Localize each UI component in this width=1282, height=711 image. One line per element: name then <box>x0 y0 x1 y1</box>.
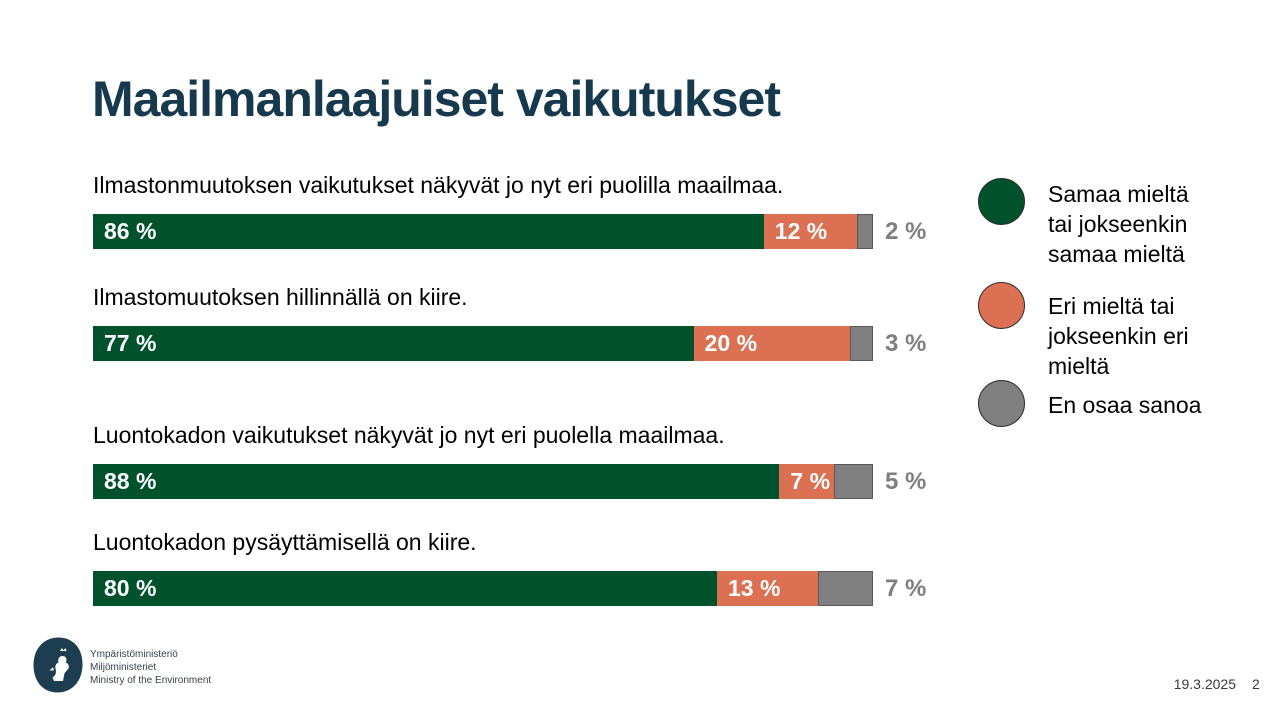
legend-circle-unknown-icon <box>978 380 1025 427</box>
bar-segment-disagree: 7 % <box>779 464 834 499</box>
statement-label: Luontokadon vaikutukset näkyvät jo nyt e… <box>93 422 725 448</box>
bar-value-label: 86 % <box>104 218 157 244</box>
bar-segment-unknown <box>833 464 873 499</box>
bar-segment-agree: 88 % <box>93 464 780 499</box>
bar-value-label: 88 % <box>104 468 157 494</box>
legend-label: Samaa mieltä tai jokseenkin samaa mieltä <box>1048 179 1189 269</box>
ministry-text-line: Ympäristöministeriö <box>90 649 178 660</box>
legend-item: Samaa mieltä tai jokseenkin samaa mieltä <box>978 178 1189 269</box>
bar-segment-disagree: 20 % <box>693 326 850 361</box>
bar-value-label: 13 % <box>728 575 781 601</box>
bar-segment-agree: 77 % <box>93 326 694 361</box>
ministry-text-line: Ministry of the Environment <box>90 675 212 686</box>
slide-date: 19.3.2025 <box>1173 676 1236 692</box>
legend-label-line: samaa mieltä <box>1048 241 1185 267</box>
legend-item: En osaa sanoa <box>978 380 1201 427</box>
bar-segment-disagree: 12 % <box>763 214 858 249</box>
statement-label: Ilmastonmuutoksen vaikutukset näkyvät jo… <box>93 172 784 198</box>
bar-outside-label: 5 % <box>884 467 927 495</box>
lion-icon <box>33 637 83 693</box>
legend-circle-disagree-icon <box>978 282 1025 329</box>
legend-label-line: En osaa sanoa <box>1048 392 1202 418</box>
bar-outside-label: 3 % <box>884 329 927 357</box>
legend-label: Eri mieltä tai jokseenkin eri mieltä <box>1048 291 1189 381</box>
page-title: Maailmanlaajuiset vaikutukset <box>92 71 781 127</box>
legend-label-line: Samaa mieltä <box>1048 181 1189 207</box>
bar-outside-label: 2 % <box>884 217 927 245</box>
bar-value-label: 12 % <box>774 218 828 244</box>
statement-label: Luontokadon pysäyttämisellä on kiire. <box>93 529 477 555</box>
stacked-bar: 86 % 12 % 2 % <box>93 214 926 249</box>
stacked-bar: 88 % 7 % 5 % <box>93 464 926 499</box>
bar-row: Luontokadon vaikutukset näkyvät jo nyt e… <box>93 422 953 506</box>
legend-label: En osaa sanoa <box>1048 390 1201 427</box>
bar-segment-disagree: 13 % <box>717 571 819 606</box>
ministry-logo <box>33 637 83 698</box>
bar-value-label: 80 % <box>104 575 157 601</box>
page-number: 2 <box>1252 676 1260 692</box>
bar-segment-unknown <box>818 571 873 606</box>
bar-outside-label: 7 % <box>884 574 927 602</box>
bar-row: Ilmastonmuutoksen vaikutukset näkyvät jo… <box>93 172 953 256</box>
legend-label-line: jokseenkin eri <box>1048 323 1189 349</box>
ministry-text-line: Miljöministeriet <box>90 662 157 673</box>
legend-label-line: tai jokseenkin <box>1048 211 1188 237</box>
legend-label-line: Eri mieltä tai <box>1048 293 1175 319</box>
stacked-bar: 77 % 20 % 3 % <box>93 326 926 361</box>
stacked-bar: 80 % 13 % 7 % <box>93 571 926 606</box>
bar-row: Ilmastomuutoksen hillinnällä on kiire. 77… <box>93 284 953 368</box>
legend-circle-agree-icon <box>978 178 1025 225</box>
bar-value-label: 7 % <box>790 468 831 494</box>
bar-segment-unknown <box>849 326 873 361</box>
ministry-text: Ympäristöministeriö Miljöministeriet Minis… <box>90 648 211 687</box>
bar-value-label: 20 % <box>704 330 758 356</box>
bar-row: Luontokadon pysäyttämisellä on kiire. 80 … <box>93 529 953 613</box>
bar-segment-agree: 86 % <box>93 214 764 249</box>
statement-label: Ilmastomuutoksen hillinnällä on kiire. <box>93 284 468 310</box>
bar-segment-unknown <box>857 214 873 249</box>
legend-label-line: mieltä <box>1048 353 1110 379</box>
bar-segment-agree: 80 % <box>93 571 717 606</box>
bar-value-label: 77 % <box>104 330 157 356</box>
legend-item: Eri mieltä tai jokseenkin eri mieltä <box>978 282 1189 381</box>
